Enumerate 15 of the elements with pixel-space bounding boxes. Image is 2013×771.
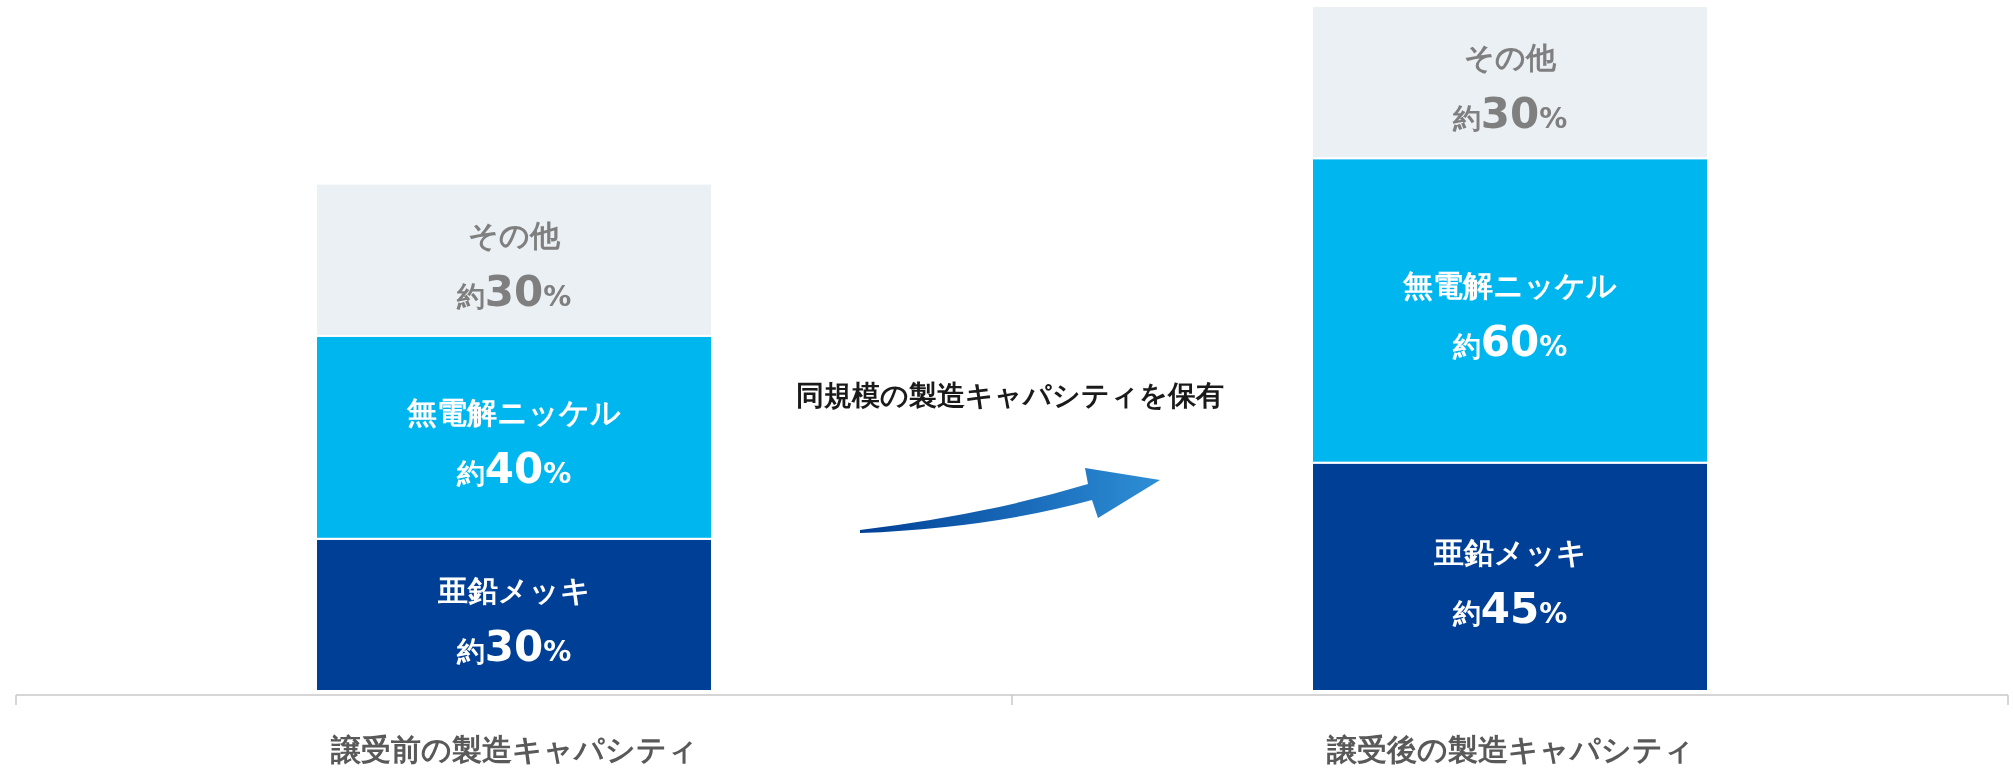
x-tick-label: 譲受後の製造キャパシティ [1325,732,1694,767]
annotation: 同規模の製造キャパシティを保有 [796,379,1224,412]
data-label: 約30% [455,266,572,316]
text: その他 [1464,40,1556,76]
x-tick-label: 譲受前の製造キャパシティ [329,732,698,767]
series-label: 亜鉛メッキ [436,572,591,608]
text: 亜鉛メッキ [1433,534,1587,570]
text: 無電解ニッケル [1403,268,1617,304]
series-label: 無電解ニッケル [406,395,621,431]
data-label: 約60% [1451,317,1568,367]
data-label: 約30% [455,621,572,671]
data-label: 約30% [1451,89,1568,139]
data-label: 約45% [1451,583,1568,633]
data-label: 約40% [455,444,572,494]
series-label: その他 [468,217,561,253]
